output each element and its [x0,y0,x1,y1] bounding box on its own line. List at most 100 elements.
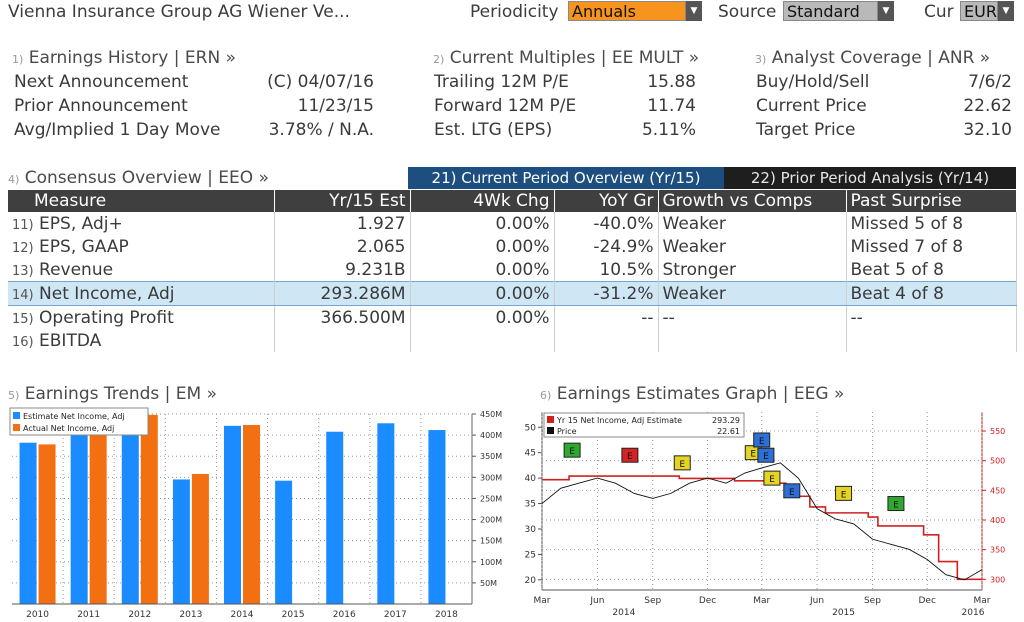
earnings-event-marker [563,442,581,458]
measure-label: EBITDA [39,330,102,351]
col-header-yoy[interactable]: YoY Gr [554,190,659,212]
right-tick-label: 500 [990,457,1005,466]
measure-cell[interactable]: 11) EPS, Adj+ [8,212,275,235]
right-tick-label: 350 [990,546,1005,555]
bar-estimate [275,480,293,604]
right-tick-label: 550 [990,427,1005,436]
estimates-graph-chart[interactable]: 20 25 30 35 40 45 50 300 350 400 450 500 550 Mar Jun Se… [512,404,1024,622]
earnings-history-title[interactable]: 1) Earnings History | ERN » [12,48,236,68]
row-value: 7/6/2 [968,72,1012,92]
tab-current-period[interactable]: 21) Current Period Overview (Yr/15) [408,167,724,189]
section-number: 2) [433,53,445,66]
periodicity-dropdown-arrow-icon[interactable]: ▼ [686,1,702,21]
chg-cell: 0.00% [410,212,555,235]
estimates-graph-link[interactable]: Earnings Estimates Graph | EEG » [556,384,845,404]
measure-cell[interactable]: 14) Net Income, Adj [8,281,275,306]
periodicity-select[interactable]: Annuals [568,1,686,21]
y-tick-label: 350M [480,452,502,461]
yoy-cell: 10.5% [554,258,659,282]
row-value: 11/23/15 [297,96,374,116]
table-row[interactable]: 16) EBITDA [8,329,1017,352]
left-tick-label: 25 [525,550,536,560]
consensus-overview-link[interactable]: Consensus Overview | EEO » [24,168,269,188]
left-tick-label: 30 [525,525,537,535]
x-tick-label: 2016 [333,610,356,620]
consensus-overview-title[interactable]: 4) Consensus Overview | EEO » [8,168,269,188]
measure-label: EPS, Adj+ [39,213,123,234]
left-tick-label: 45 [525,449,536,459]
est-cell [274,329,411,352]
col-header-surprise[interactable]: Past Surprise [846,190,1017,212]
x-tick-label: Jun [589,596,604,606]
estimates-graph-title[interactable]: 6) Earnings Estimates Graph | EEG » [540,384,844,404]
col-header-4wk[interactable]: 4Wk Chg [410,190,555,212]
x-tick-label: 2013 [179,610,202,620]
earnings-trends-link[interactable]: Earnings Trends | EM » [24,384,218,404]
y-tick-label: 200M [480,516,502,525]
col-header-growth[interactable]: Growth vs Comps [658,190,847,212]
bar-estimate [19,442,37,604]
left-tick-label: 50 [525,423,537,433]
est-cell: 293.286M [274,281,411,306]
table-row[interactable]: 13) Revenue 9.231B 0.00% 10.5% Stronger … [8,258,1017,282]
left-tick-label: 20 [525,576,537,586]
x-tick-label: Dec [919,596,936,606]
table-row[interactable]: 12) EPS, GAAP 2.065 0.00% -24.9% Weaker … [8,235,1017,258]
legend-swatch-price [547,427,554,434]
x-tick-label: Mar [974,596,991,606]
measure-cell[interactable]: 12) EPS, GAAP [8,235,275,258]
row-value: (C) 04/07/16 [267,72,374,92]
yoy-cell: -- [554,305,659,329]
current-multiples-title[interactable]: 2) Current Multiples | EE MULT » [433,48,699,68]
earnings-trends-chart[interactable]: 50M 100M 150M 200M 250M 300M 350M 400M 450M 2010 2… [4,404,512,622]
table-header-row: Measure Yr/15 Est 4Wk Chg YoY Gr Growth … [8,190,1017,212]
measure-cell[interactable]: 13) Revenue [8,258,275,282]
earnings-history-link[interactable]: Earnings History | ERN » [28,48,236,68]
x-tick-label: 2014 [231,610,254,620]
bar-actual [89,425,107,604]
table-row[interactable]: 15) Operating Profit 366.500M 0.00% -- -… [8,305,1017,329]
table-row-selected[interactable]: 14) Net Income, Adj 293.286M 0.00% -31.2… [8,281,1017,306]
x-tick-label: 2018 [435,610,458,620]
currency-label: Cur [924,2,954,22]
currency-dropdown-arrow-icon[interactable]: ▼ [998,1,1014,21]
current-multiples-link[interactable]: Current Multiples | EE MULT » [449,48,700,68]
source-select[interactable]: Standard [783,1,878,21]
row-label: Next Announcement [14,72,189,92]
table-row[interactable]: 11) EPS, Adj+ 1.927 0.00% -40.0% Weaker … [8,212,1017,235]
col-header-measure[interactable]: Measure [8,190,275,212]
measure-cell[interactable]: 15) Operating Profit [8,305,275,329]
y-tick-label: 50M [480,579,497,588]
earnings-event-marker [621,447,639,463]
row-value: 5.11% [641,120,696,140]
analyst-coverage-link[interactable]: Analyst Coverage | ANR » [771,48,991,68]
bar-estimate [172,479,190,604]
earnings-trends-svg: 50M 100M 150M 200M 250M 300M 350M 400M 450M 2010 2… [9,407,502,620]
measure-cell[interactable]: 16) EBITDA [8,329,275,352]
row-label: Avg/Implied 1 Day Move [14,120,221,140]
analyst-coverage-title[interactable]: 3) Analyst Coverage | ANR » [755,48,990,68]
tab-prior-period[interactable]: 22) Prior Period Analysis (Yr/14) [724,167,1016,189]
y-tick-label: 250M [480,494,502,503]
y-tick-label: 400M [480,431,502,440]
legend-box [543,412,745,438]
forward-pe-row: Forward 12M P/E 11.74 [434,96,696,116]
row-label: Buy/Hold/Sell [756,72,870,92]
currency-select[interactable]: EUR [960,1,998,21]
bar-estimate [224,425,241,604]
earnings-event-marker [835,485,853,501]
earnings-trends-title[interactable]: 5) Earnings Trends | EM » [8,384,217,404]
surprise-cell: Beat 5 of 8 [846,258,1017,282]
est-ltg-row: Est. LTG (EPS) 5.11% [434,120,696,140]
periodicity-label: Periodicity [470,2,559,22]
bar-estimate [70,427,88,604]
estimates-graph-svg: 20 25 30 35 40 45 50 300 350 400 450 500 550 Mar Jun Se… [525,412,1005,618]
legend-label-estimate: Yr 15 Net Income, Adj Estimate [556,416,682,425]
est-cell: 9.231B [274,258,411,282]
source-dropdown-arrow-icon[interactable]: ▼ [878,1,894,21]
row-number: 14) [12,287,34,303]
earnings-event-letter: E [769,475,775,485]
measure-label: Revenue [39,259,114,280]
col-header-est[interactable]: Yr/15 Est [274,190,411,212]
measure-label: Net Income, Adj [39,283,175,304]
